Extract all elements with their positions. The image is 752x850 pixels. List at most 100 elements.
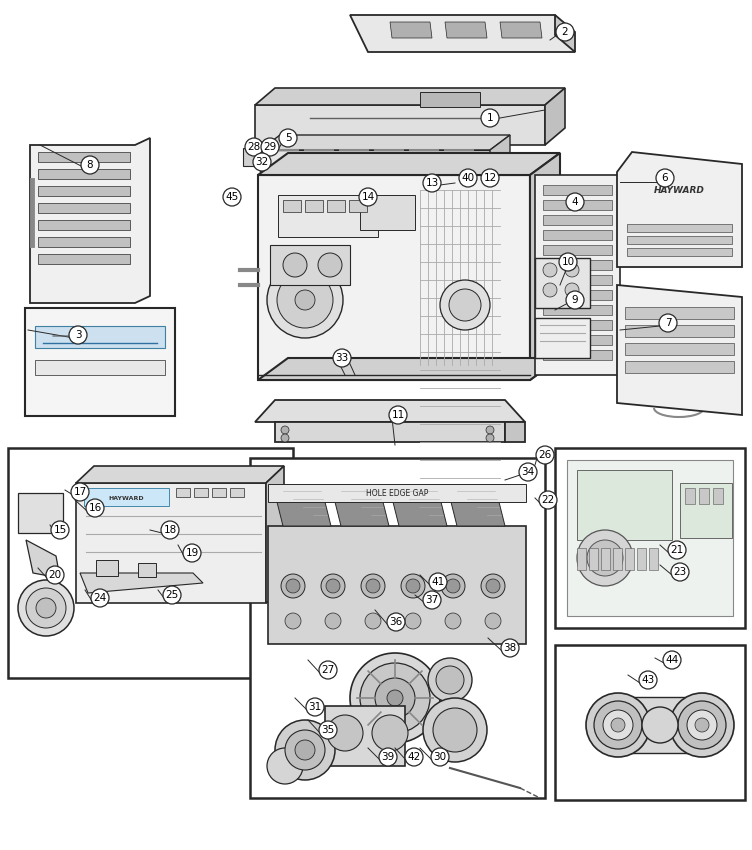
Polygon shape: [38, 152, 130, 162]
Bar: [625, 548, 634, 570]
Text: 36: 36: [390, 617, 402, 627]
Polygon shape: [38, 237, 130, 247]
Circle shape: [446, 579, 460, 593]
Polygon shape: [30, 138, 150, 303]
Circle shape: [267, 262, 343, 338]
Polygon shape: [543, 335, 612, 345]
Text: 44: 44: [666, 655, 678, 665]
Circle shape: [389, 406, 407, 424]
Bar: [349, 200, 367, 212]
Bar: [283, 200, 301, 212]
Circle shape: [333, 349, 351, 367]
Circle shape: [543, 263, 557, 277]
Circle shape: [281, 426, 289, 434]
Circle shape: [565, 263, 579, 277]
Circle shape: [406, 579, 420, 593]
Bar: [84, 488, 169, 506]
Circle shape: [401, 574, 425, 598]
Circle shape: [318, 253, 342, 277]
Text: 37: 37: [426, 595, 438, 605]
Text: 30: 30: [433, 752, 447, 762]
Bar: [325, 706, 405, 766]
Circle shape: [281, 574, 305, 598]
Bar: [194, 488, 208, 497]
Text: 39: 39: [381, 752, 395, 762]
Circle shape: [350, 653, 440, 743]
Circle shape: [556, 23, 574, 41]
Circle shape: [486, 426, 494, 434]
Circle shape: [642, 707, 678, 743]
Polygon shape: [543, 290, 612, 300]
Circle shape: [275, 720, 335, 780]
Polygon shape: [38, 203, 130, 213]
Bar: [535, 318, 590, 358]
Bar: [555, 448, 745, 628]
Polygon shape: [38, 254, 130, 264]
Polygon shape: [617, 152, 742, 267]
Polygon shape: [260, 135, 510, 150]
Circle shape: [319, 661, 337, 679]
Circle shape: [565, 283, 579, 297]
Circle shape: [433, 708, 477, 752]
Circle shape: [295, 740, 315, 760]
Circle shape: [445, 613, 461, 629]
Bar: [680, 483, 732, 538]
Bar: [230, 488, 244, 497]
Circle shape: [559, 253, 577, 271]
Bar: [555, 645, 745, 800]
Text: 23: 23: [673, 567, 687, 577]
Text: 21: 21: [670, 545, 684, 555]
Polygon shape: [490, 135, 510, 172]
Polygon shape: [543, 275, 612, 285]
Circle shape: [440, 280, 490, 330]
Text: 4: 4: [572, 197, 578, 207]
Circle shape: [429, 573, 447, 591]
Bar: [360, 195, 415, 230]
Polygon shape: [543, 215, 612, 225]
Circle shape: [668, 541, 686, 559]
Polygon shape: [258, 358, 560, 380]
Circle shape: [656, 169, 674, 187]
Circle shape: [375, 678, 415, 718]
Circle shape: [536, 446, 554, 464]
Circle shape: [366, 579, 380, 593]
Polygon shape: [350, 15, 575, 52]
Text: 33: 33: [335, 353, 349, 363]
Bar: [212, 488, 226, 497]
Circle shape: [441, 574, 465, 598]
Circle shape: [163, 586, 181, 604]
Circle shape: [566, 291, 584, 309]
Circle shape: [671, 563, 689, 581]
Bar: [713, 488, 723, 504]
Polygon shape: [543, 230, 612, 240]
Polygon shape: [258, 153, 560, 175]
Circle shape: [161, 521, 179, 539]
Circle shape: [611, 718, 625, 732]
Circle shape: [319, 721, 337, 739]
Polygon shape: [543, 350, 612, 360]
Bar: [138, 563, 156, 577]
Text: 9: 9: [572, 295, 578, 305]
Bar: [420, 92, 480, 107]
Circle shape: [286, 579, 300, 593]
Polygon shape: [331, 486, 389, 526]
Circle shape: [481, 169, 499, 187]
Bar: [25, 308, 175, 416]
Circle shape: [359, 188, 377, 206]
Circle shape: [423, 698, 487, 762]
Circle shape: [539, 491, 557, 509]
Circle shape: [71, 483, 89, 501]
Bar: [625, 343, 734, 355]
Text: 6: 6: [662, 173, 669, 183]
Circle shape: [86, 499, 104, 517]
Text: 27: 27: [321, 665, 335, 675]
Circle shape: [423, 591, 441, 609]
Text: 11: 11: [391, 410, 405, 420]
Polygon shape: [535, 175, 620, 375]
Circle shape: [577, 530, 633, 586]
Circle shape: [387, 690, 403, 706]
Polygon shape: [270, 245, 350, 285]
Polygon shape: [273, 486, 331, 526]
Circle shape: [327, 715, 363, 751]
Circle shape: [306, 698, 324, 716]
